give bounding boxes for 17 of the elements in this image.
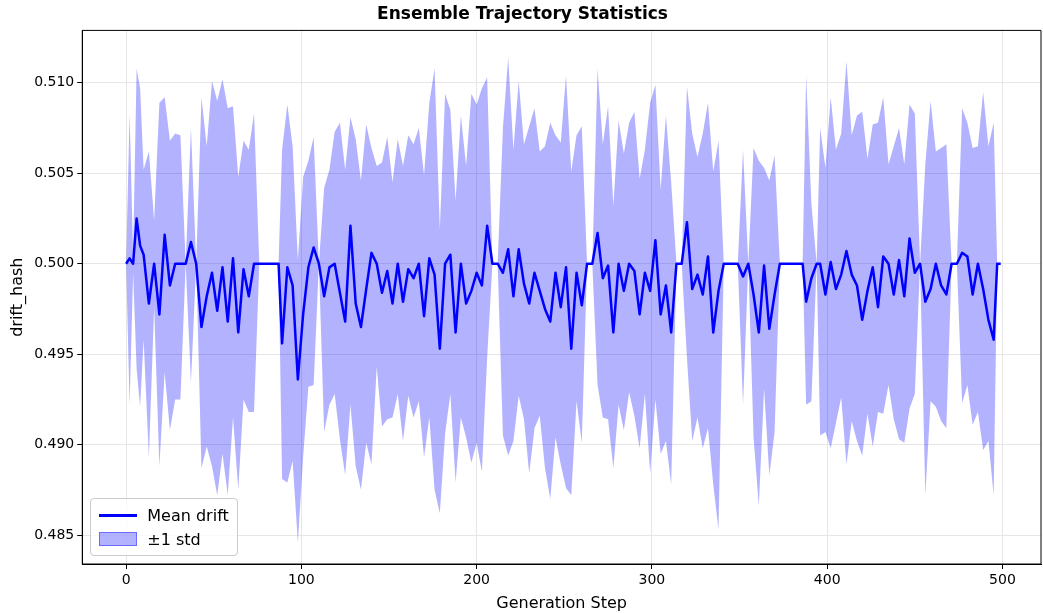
y-tick-label: 0.510 bbox=[34, 73, 75, 90]
y-tick-label: 0.505 bbox=[34, 163, 75, 180]
x-tick-label: 400 bbox=[813, 571, 841, 588]
chart-title: Ensemble Trajectory Statistics bbox=[377, 2, 668, 23]
legend-label: Mean drift bbox=[147, 505, 229, 525]
x-tick-label: 100 bbox=[288, 571, 315, 588]
y-tick-label: 0.500 bbox=[34, 254, 75, 271]
x-axis-title: Generation Step bbox=[496, 592, 628, 612]
x-tick-label: 300 bbox=[638, 571, 666, 588]
annotation: ±1 std bbox=[147, 529, 201, 549]
x-tick-label: 0 bbox=[121, 571, 131, 588]
y-tick-label: 0.495 bbox=[34, 344, 75, 361]
y-tick-label: 0.490 bbox=[34, 435, 75, 452]
y-axis-title: drift_hash bbox=[6, 257, 27, 337]
y-tick-label: 0.485 bbox=[34, 525, 75, 542]
x-tick-label: 500 bbox=[989, 571, 1016, 588]
x-tick-label: 200 bbox=[463, 571, 490, 588]
